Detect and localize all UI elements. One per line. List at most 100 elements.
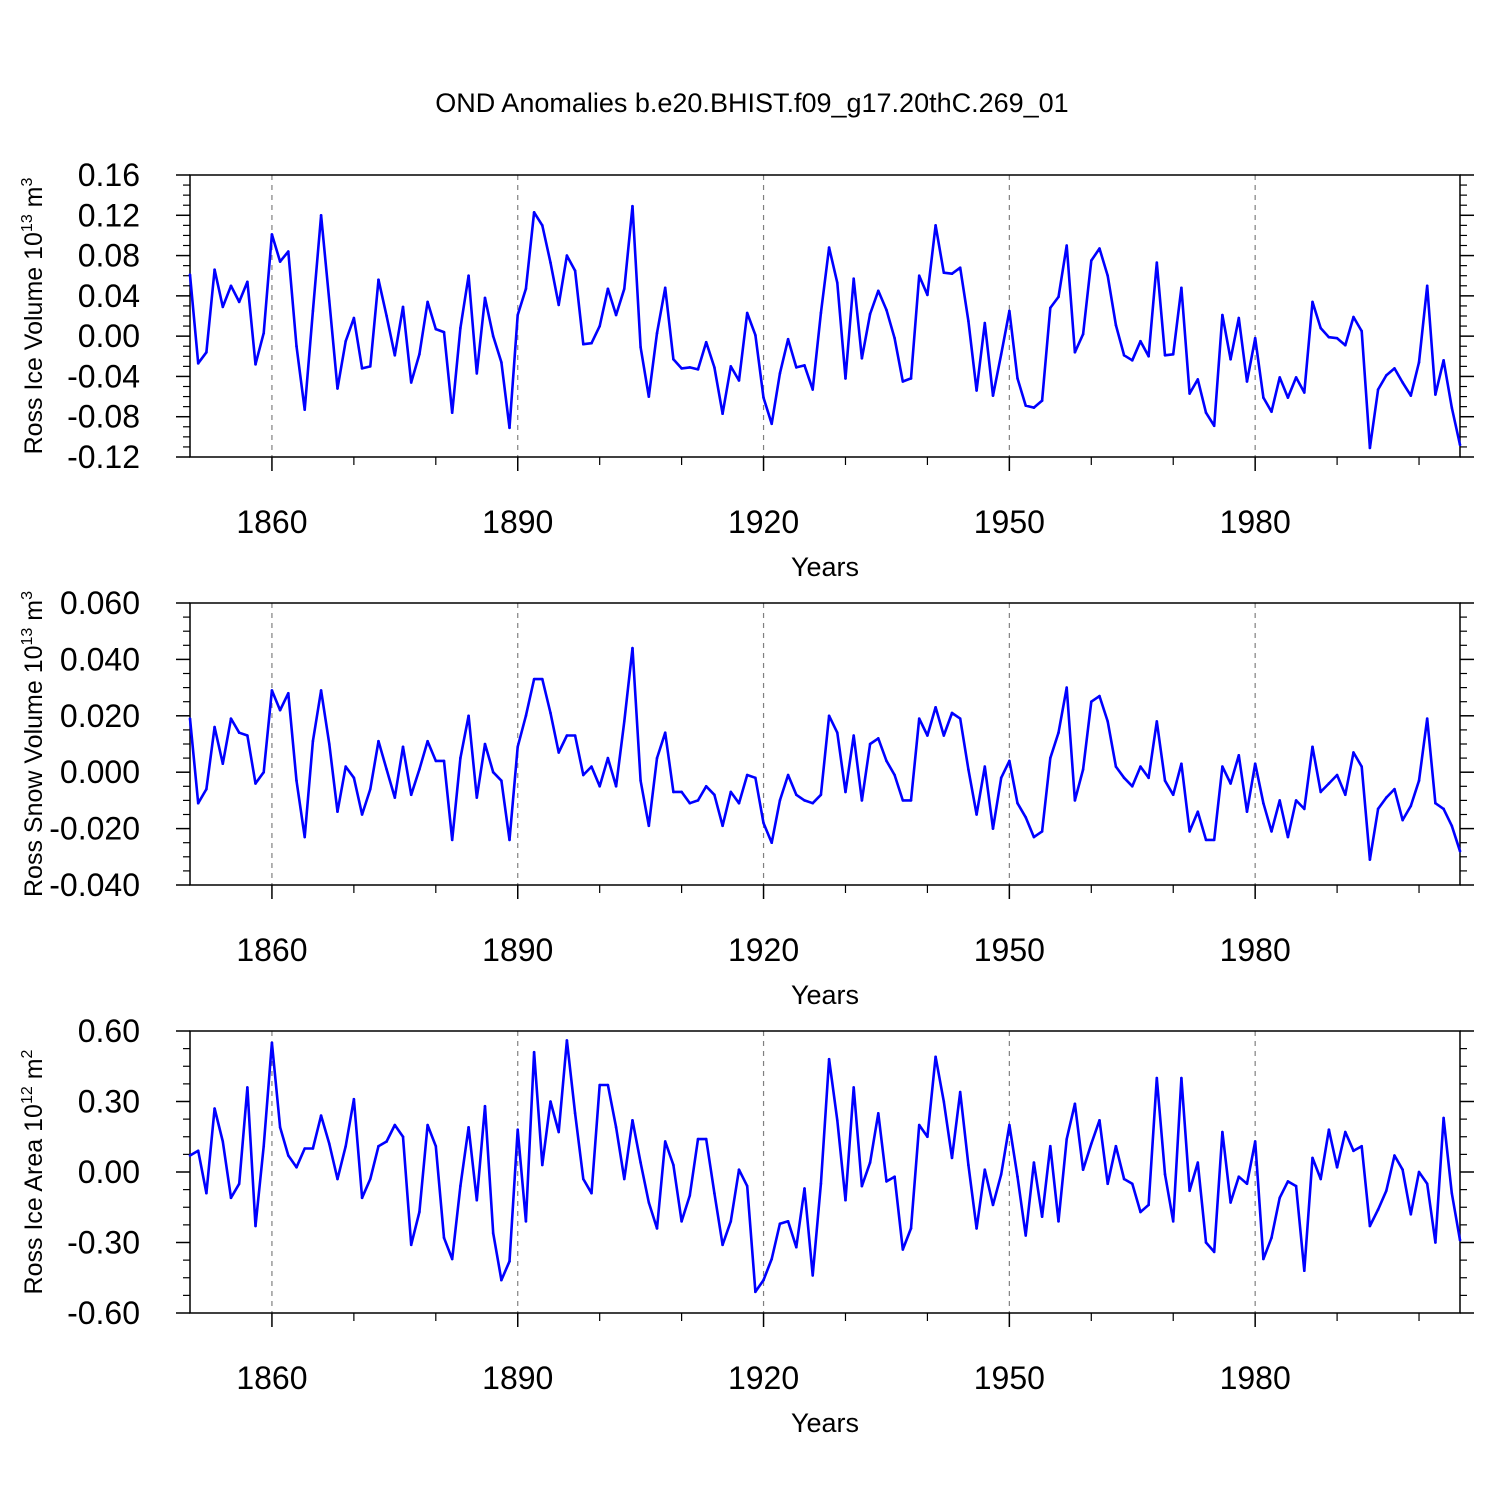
data-point xyxy=(803,1187,806,1190)
data-point xyxy=(655,756,659,760)
data-point xyxy=(319,213,323,217)
data-point xyxy=(1081,768,1085,771)
data-point xyxy=(475,1198,479,1202)
data-point xyxy=(1196,378,1200,381)
data-point xyxy=(532,677,536,681)
data-point xyxy=(1229,782,1232,785)
data-point xyxy=(581,342,585,346)
data-point xyxy=(188,273,192,277)
data-point xyxy=(1253,1140,1257,1143)
data-point xyxy=(950,272,954,276)
data-point xyxy=(713,366,716,369)
data-point xyxy=(360,1196,364,1200)
data-point xyxy=(1196,810,1200,813)
data-point xyxy=(704,785,708,788)
data-point xyxy=(762,1278,765,1282)
data-point xyxy=(450,1257,454,1261)
data-point xyxy=(999,1173,1003,1176)
data-point xyxy=(934,706,937,709)
data-point xyxy=(737,379,741,382)
data-point xyxy=(557,751,561,754)
data-point xyxy=(483,296,487,300)
data-point xyxy=(237,731,241,735)
data-point xyxy=(401,305,405,309)
data-point xyxy=(1270,410,1273,413)
data-point xyxy=(524,287,528,291)
data-point xyxy=(926,293,929,297)
data-point xyxy=(893,336,896,340)
data-point xyxy=(655,331,659,335)
data-point xyxy=(631,646,634,650)
data-point xyxy=(827,1057,831,1061)
data-point xyxy=(336,387,339,390)
data-point xyxy=(860,357,864,360)
data-point xyxy=(745,1184,749,1188)
data-point xyxy=(688,1194,692,1197)
y-tick-label: 0.60 xyxy=(78,1013,140,1049)
data-point xyxy=(663,286,667,290)
data-point xyxy=(246,280,249,284)
data-point xyxy=(491,334,495,338)
data-point xyxy=(1343,343,1347,347)
data-point xyxy=(1286,1180,1290,1183)
data-point xyxy=(713,1191,716,1195)
data-point xyxy=(1294,799,1298,802)
data-point xyxy=(254,363,257,366)
data-point xyxy=(287,1154,290,1157)
data-point xyxy=(622,720,626,723)
data-point xyxy=(868,1161,872,1164)
data-point xyxy=(368,365,372,368)
data-point xyxy=(835,731,839,735)
data-point xyxy=(713,793,716,797)
data-point xyxy=(590,341,593,345)
data-point xyxy=(532,1050,536,1054)
data-point xyxy=(1098,247,1101,250)
data-point xyxy=(1425,717,1429,720)
y-axis-title: Ross Snow Volume 1013 m3 xyxy=(19,591,48,897)
data-point xyxy=(1401,381,1404,384)
data-point xyxy=(942,734,946,737)
data-point xyxy=(500,779,503,782)
data-point xyxy=(1360,329,1363,333)
data-point xyxy=(287,250,290,253)
data-point xyxy=(385,314,388,318)
data-point xyxy=(1163,779,1167,782)
y-axis-title: Ross Ice Area 1012 m2 xyxy=(19,1049,48,1294)
data-point xyxy=(1262,396,1265,399)
data-point xyxy=(1155,261,1159,264)
y-tick-label: 0.08 xyxy=(78,238,140,274)
data-point xyxy=(762,396,765,399)
series-line-ice-area xyxy=(189,1039,1462,1294)
data-point xyxy=(319,1114,323,1117)
data-point xyxy=(1122,776,1126,780)
data-point xyxy=(1303,1269,1306,1272)
data-point xyxy=(1065,244,1069,247)
y-tick-label: 0.000 xyxy=(60,754,140,790)
data-point xyxy=(1188,1189,1191,1193)
y-tick-label: 0.30 xyxy=(78,1084,140,1120)
data-point xyxy=(606,287,610,291)
data-point xyxy=(385,768,388,771)
data-point xyxy=(680,790,683,794)
data-point xyxy=(418,1210,421,1214)
data-point xyxy=(1057,1220,1060,1223)
data-point xyxy=(336,810,339,813)
data-point xyxy=(958,1090,962,1094)
data-point xyxy=(696,368,700,371)
data-point xyxy=(868,742,872,746)
data-point xyxy=(278,708,282,712)
data-point xyxy=(926,1135,929,1139)
data-point xyxy=(811,801,815,805)
data-point xyxy=(1384,1189,1388,1193)
y-tick-label: 0.00 xyxy=(78,1154,140,1190)
data-point xyxy=(835,281,839,285)
x-tick-label: 1890 xyxy=(482,504,553,540)
data-point xyxy=(311,739,315,743)
x-tick-label: 1980 xyxy=(1220,932,1291,968)
data-point xyxy=(860,799,864,802)
data-point xyxy=(1204,1241,1208,1244)
data-point xyxy=(819,1182,823,1186)
data-point xyxy=(1008,309,1011,313)
data-point xyxy=(213,725,216,729)
